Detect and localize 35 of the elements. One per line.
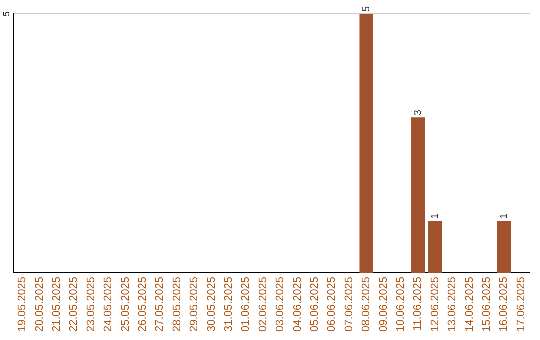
x-tick-label: 29.05.2025 (188, 276, 201, 332)
x-tick-label: 22.05.2025 (68, 276, 80, 332)
x-tick-label: 16.06.2025 (498, 276, 510, 332)
x-tick-label: 11.06.2025 (412, 276, 424, 332)
x-tick-label: 28.05.2025 (171, 276, 184, 332)
x-tick-label: 25.05.2025 (120, 276, 132, 332)
x-tick-label: 23.05.2025 (85, 276, 98, 332)
x-tick-label: 26.05.2025 (137, 276, 150, 332)
data-label: 1 (430, 213, 442, 220)
x-tick-label: 05.06.2025 (309, 276, 322, 332)
data-label: 3 (412, 110, 424, 116)
x-tick-label: 03.06.2025 (274, 276, 287, 332)
x-tick-label: 15.06.2025 (481, 276, 494, 332)
x-tick-label: 31.05.2025 (223, 276, 236, 332)
x-tick-label: 12.06.2025 (429, 276, 442, 332)
x-tick-label: 19.05.2025 (16, 276, 29, 332)
ref-line-label: 5 (1, 11, 12, 17)
x-tick-label: 08.06.2025 (360, 276, 373, 332)
x-tick-label: 20.05.2025 (34, 276, 46, 332)
x-tick-label: 06.06.2025 (326, 276, 338, 332)
x-tick-label: 14.06.2025 (464, 276, 476, 332)
x-tick-label: 24.05.2025 (102, 276, 115, 332)
x-tick-label: 09.06.2025 (378, 276, 390, 332)
data-label: 5 (361, 6, 372, 12)
x-tick-label: 21.05.2025 (51, 276, 64, 332)
x-tick-label: 30.05.2025 (206, 276, 218, 332)
x-tick-label: 01.06.2025 (240, 276, 252, 332)
x-tick-label: 17.06.2025 (515, 276, 528, 332)
x-tick-label: 13.06.2025 (446, 276, 459, 332)
x-tick-label: 04.06.2025 (292, 276, 304, 332)
x-tick-label: 10.06.2025 (395, 276, 408, 332)
data-label: 1 (498, 213, 510, 220)
x-tick-label: 07.06.2025 (343, 276, 356, 332)
x-tick-label: 02.06.2025 (257, 276, 270, 332)
x-tick-label: 27.05.2025 (154, 276, 166, 332)
